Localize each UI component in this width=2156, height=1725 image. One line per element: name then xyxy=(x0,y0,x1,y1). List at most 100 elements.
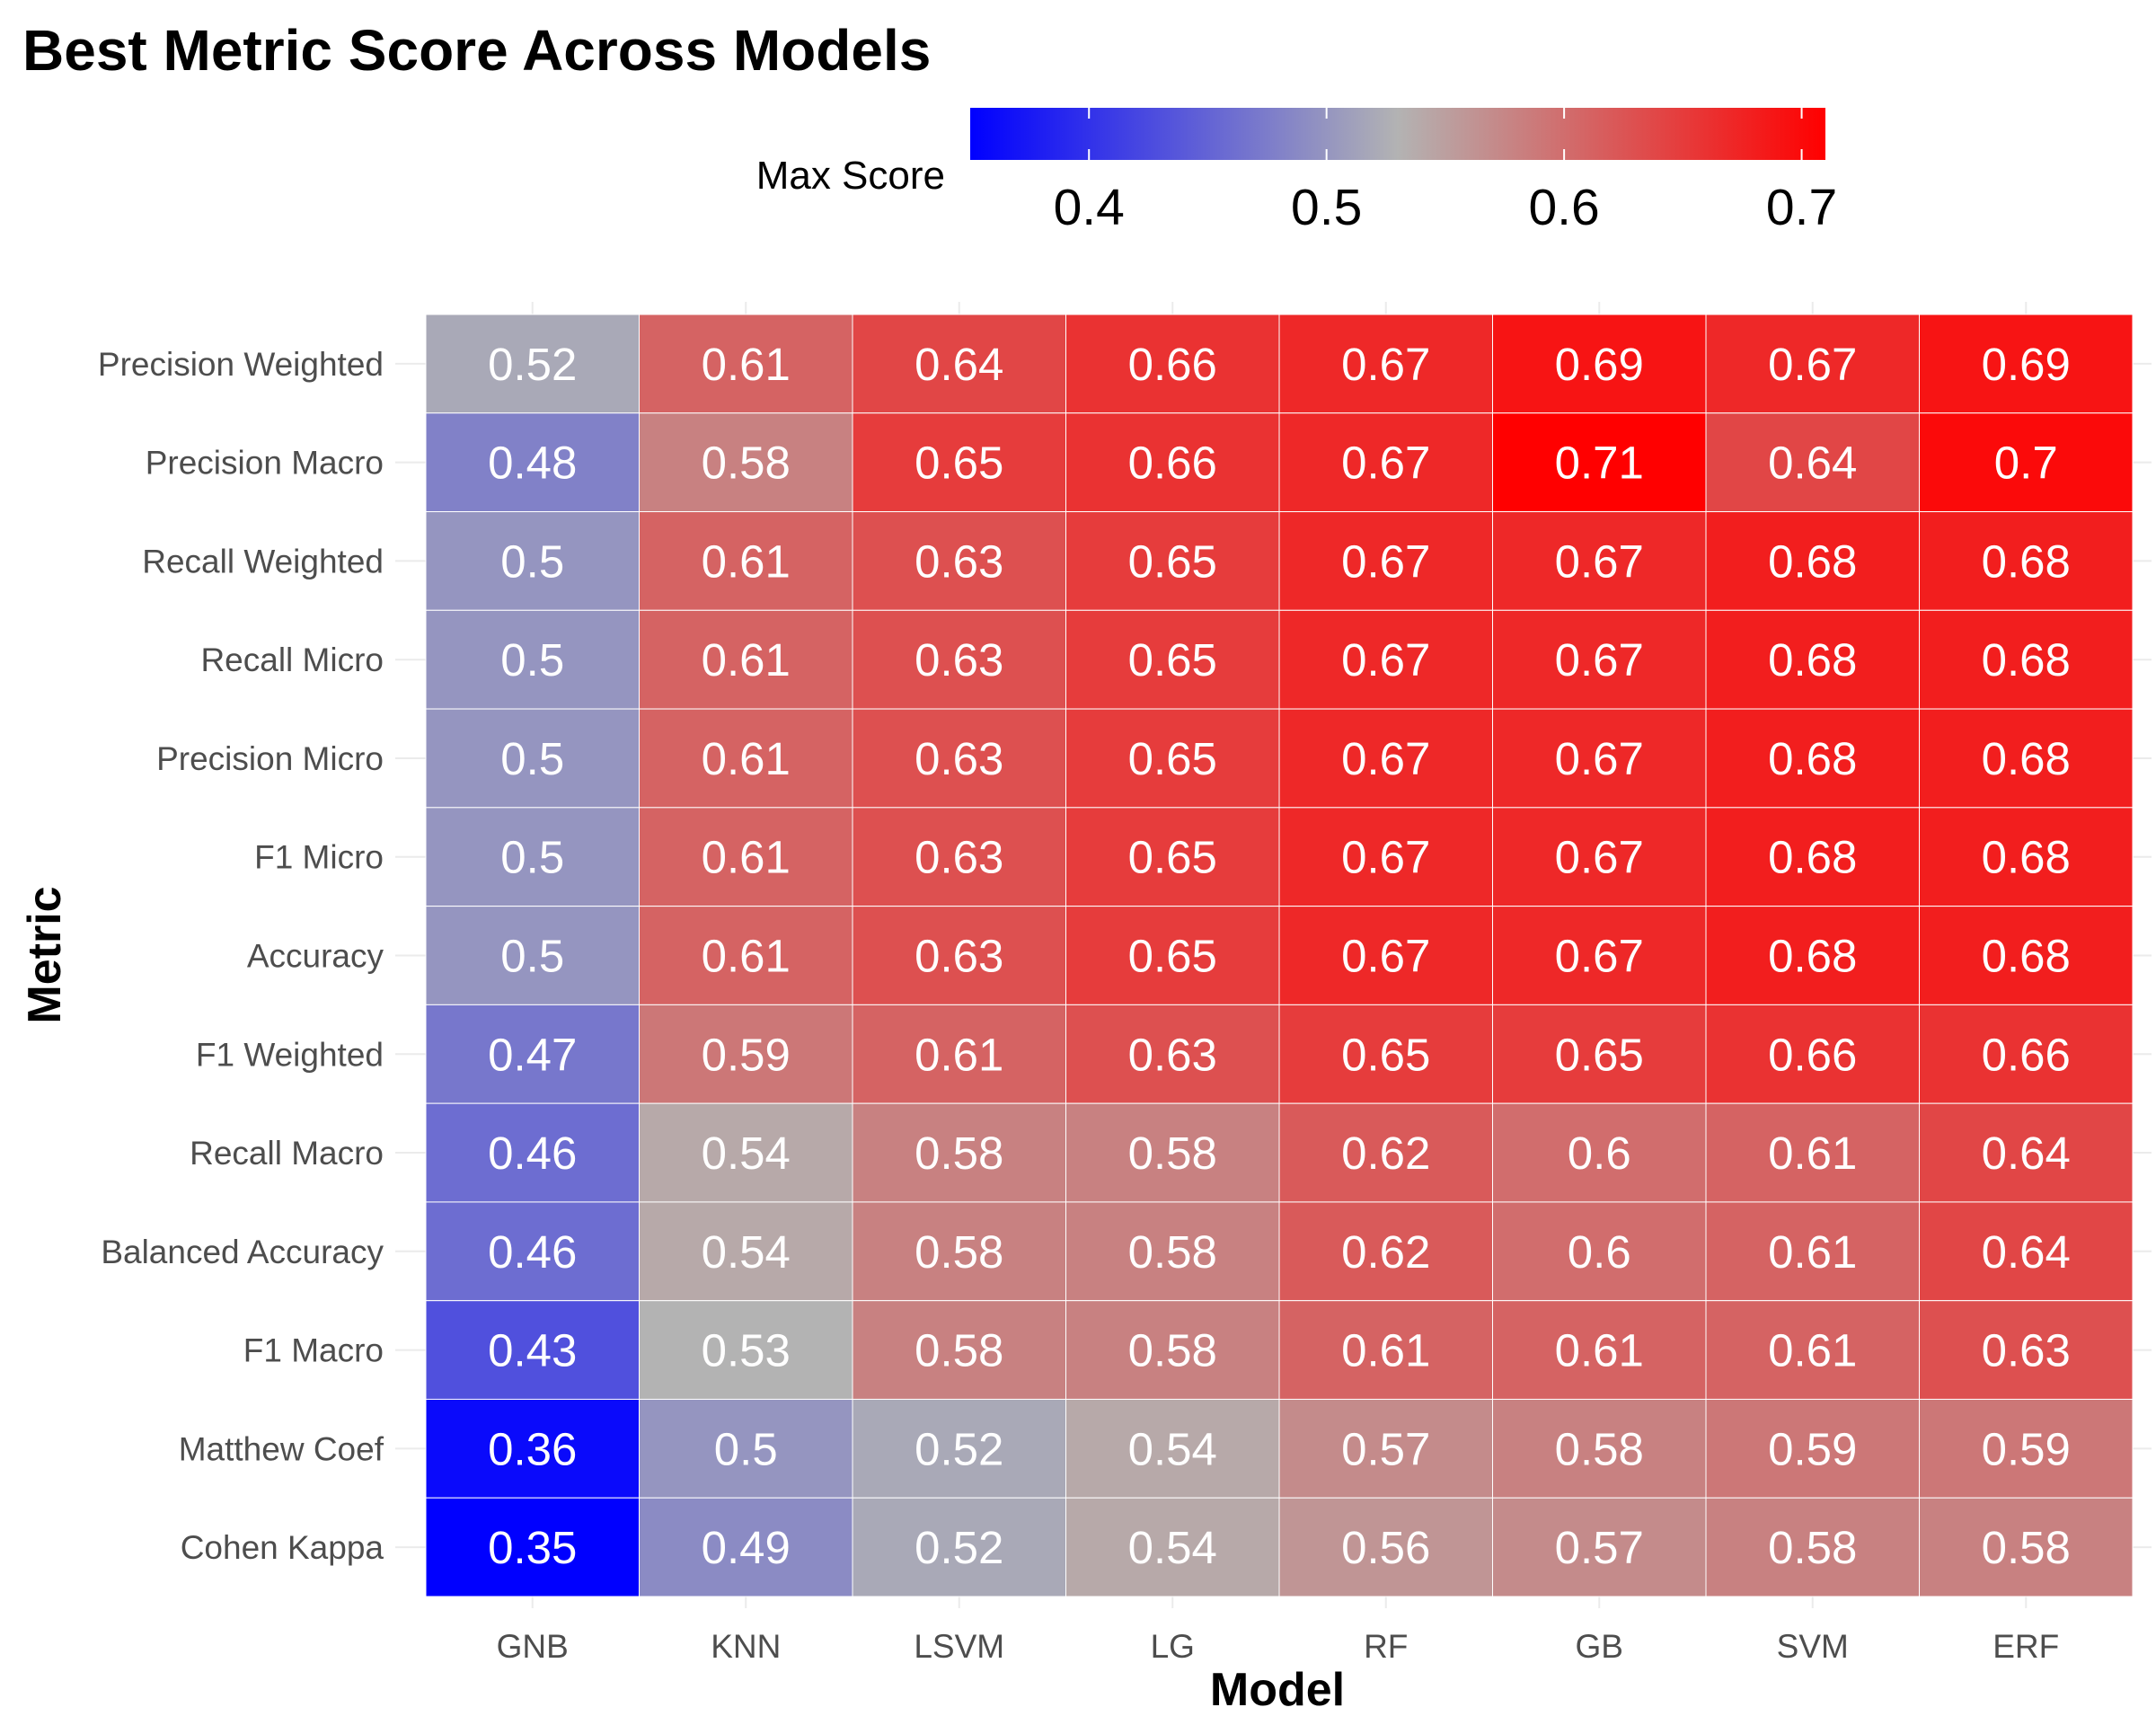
cell-value-label: 0.67 xyxy=(1341,634,1430,686)
cell-value-label: 0.53 xyxy=(702,1325,791,1376)
cell-value-label: 0.67 xyxy=(1341,733,1430,784)
y-tick-label: Accuracy xyxy=(247,938,384,975)
y-tick-label: F1 Macro xyxy=(243,1332,384,1369)
cell-value-label: 0.67 xyxy=(1555,733,1644,784)
cell-value-label: 0.6 xyxy=(1568,1128,1631,1179)
legend-tick-label: 0.4 xyxy=(1054,179,1125,236)
heatmap-cell xyxy=(1705,1497,1920,1597)
cell-value-label: 0.68 xyxy=(1768,634,1857,686)
heatmap-cell xyxy=(1065,807,1280,907)
heatmap-cell xyxy=(1919,807,2134,907)
cell-value-label: 0.54 xyxy=(1128,1522,1217,1573)
heatmap-cell xyxy=(1065,708,1280,809)
cell-value-label: 0.68 xyxy=(1768,535,1857,587)
cell-value-label: 0.63 xyxy=(915,634,1003,686)
heatmap-cell xyxy=(425,807,640,907)
y-axis-title: Metric xyxy=(19,886,71,1023)
cell-value-label: 0.61 xyxy=(702,733,791,784)
heatmap-cell xyxy=(1065,511,1280,611)
legend-color-bar xyxy=(970,108,1825,160)
heatmap-cell xyxy=(639,1102,853,1203)
heatmap-cell xyxy=(1278,1398,1493,1499)
heatmap-cell xyxy=(1278,314,1493,414)
cell-value-label: 0.58 xyxy=(915,1128,1003,1179)
heatmap-cell xyxy=(1278,1201,1493,1302)
heatmap-cell xyxy=(852,1398,1066,1499)
heatmap-cell xyxy=(1065,1201,1280,1302)
heatmap-cell xyxy=(1705,1102,1920,1203)
cell-value-label: 0.52 xyxy=(488,339,577,390)
heatmap-cell xyxy=(1492,1201,1707,1302)
legend-tick-label: 0.7 xyxy=(1766,179,1837,236)
heatmap-cell xyxy=(852,314,1066,414)
cell-value-label: 0.61 xyxy=(1768,1128,1857,1179)
heatmap-cell xyxy=(1492,807,1707,907)
heatmap-cell xyxy=(1919,412,2134,513)
heatmap-cell xyxy=(1705,609,1920,710)
cell-value-label: 0.54 xyxy=(1128,1423,1217,1474)
legend-tick-label: 0.5 xyxy=(1291,179,1362,236)
cell-value-label: 0.63 xyxy=(915,733,1003,784)
cell-value-label: 0.58 xyxy=(1128,1325,1217,1376)
heatmap-cell xyxy=(1705,1398,1920,1499)
cell-value-label: 0.66 xyxy=(1128,438,1217,489)
cell-value-label: 0.64 xyxy=(915,339,1003,390)
cell-value-label: 0.61 xyxy=(1555,1325,1644,1376)
cell-value-label: 0.35 xyxy=(488,1522,577,1573)
cell-value-label: 0.63 xyxy=(915,832,1003,883)
heatmap-cell xyxy=(1919,906,2134,1005)
cell-value-label: 0.56 xyxy=(1341,1522,1430,1573)
heatmap-cell xyxy=(852,906,1066,1005)
cell-value-label: 0.58 xyxy=(702,438,791,489)
cell-value-label: 0.61 xyxy=(1341,1325,1430,1376)
cell-value-label: 0.59 xyxy=(702,1029,791,1080)
cell-value-label: 0.67 xyxy=(1341,438,1430,489)
heatmap-cell xyxy=(1492,1497,1707,1597)
heatmap-cell xyxy=(1492,906,1707,1005)
heatmap-cell xyxy=(1278,511,1493,611)
cell-value-label: 0.49 xyxy=(702,1522,791,1573)
heatmap-cell xyxy=(425,906,640,1005)
x-tick-label: LSVM xyxy=(914,1628,1004,1665)
heatmap-cell xyxy=(639,511,853,611)
x-tick-label: GB xyxy=(1576,1628,1623,1665)
heatmap-cell xyxy=(1065,1497,1280,1597)
y-tick-label: Precision Micro xyxy=(156,740,384,777)
y-tick-label: Recall Macro xyxy=(190,1135,384,1172)
y-axis-tick-labels: Precision Weighted Precision Macro Recall … xyxy=(98,346,384,1566)
y-tick-label: Recall Micro xyxy=(200,641,384,678)
cell-value-label: 0.65 xyxy=(1128,931,1217,982)
cell-value-label: 0.61 xyxy=(1768,1325,1857,1376)
cell-value-label: 0.68 xyxy=(1982,931,2071,982)
cell-value-label: 0.7 xyxy=(1994,438,2058,489)
heatmap-cell xyxy=(1492,412,1707,513)
cell-value-label: 0.64 xyxy=(1982,1226,2071,1278)
cell-value-label: 0.68 xyxy=(1768,931,1857,982)
heatmap-cell xyxy=(1919,1004,2134,1104)
heatmap-cell xyxy=(639,1398,853,1499)
cell-value-label: 0.61 xyxy=(915,1029,1003,1080)
y-tick-label: Matthew Coef xyxy=(179,1430,384,1467)
heatmap-cell xyxy=(1705,906,1920,1005)
chart-title: Best Metric Score Across Models xyxy=(22,18,931,83)
cell-value-label: 0.66 xyxy=(1768,1029,1857,1080)
x-tick-label: GNB xyxy=(497,1628,569,1665)
x-tick-label: RF xyxy=(1364,1628,1408,1665)
cell-value-label: 0.47 xyxy=(488,1029,577,1080)
cell-value-label: 0.67 xyxy=(1555,535,1644,587)
y-tick-label: Precision Weighted xyxy=(98,346,384,383)
heatmap-cell xyxy=(1705,708,1920,809)
x-tick-label: KNN xyxy=(711,1628,781,1665)
cell-value-label: 0.5 xyxy=(500,634,564,686)
heatmap-cell xyxy=(425,1102,640,1203)
heatmap-cell xyxy=(1705,1201,1920,1302)
cell-value-label: 0.61 xyxy=(702,832,791,883)
heatmap-cell xyxy=(1065,412,1280,513)
heatmap-cells xyxy=(425,314,2134,1597)
cell-value-label: 0.5 xyxy=(500,733,564,784)
cell-value-label: 0.67 xyxy=(1341,931,1430,982)
heatmap-cell xyxy=(852,807,1066,907)
cell-value-label: 0.68 xyxy=(1982,634,2071,686)
cell-value-label: 0.63 xyxy=(1982,1325,2071,1376)
cell-value-label: 0.57 xyxy=(1555,1522,1644,1573)
